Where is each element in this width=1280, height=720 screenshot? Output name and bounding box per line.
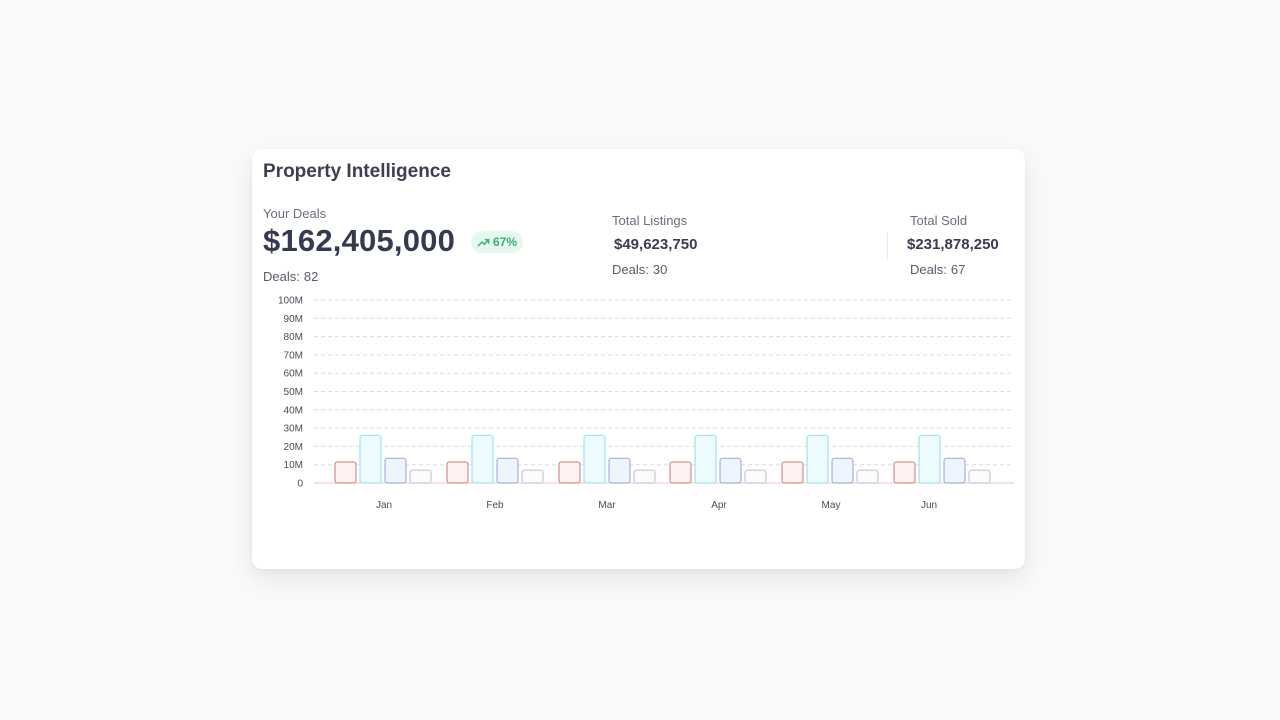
total-sold-label: Total Sold — [910, 213, 968, 228]
y-tick-label: 90M — [284, 314, 303, 325]
your-deals-value: $162,405,000 — [263, 223, 456, 258]
bar[interactable] — [471, 434, 494, 484]
bar[interactable] — [856, 469, 879, 484]
y-tick-label: 0 — [297, 479, 303, 490]
bar[interactable] — [558, 461, 581, 484]
bar[interactable] — [806, 434, 829, 484]
y-tick-label: 40M — [284, 405, 303, 416]
deals-bar-chart: 0 10M 20M 30M 40M 50M 60M 70M 80M 90M 100M Jan Feb M… — [278, 296, 1014, 511]
total-listings-label: Total Listings — [612, 213, 688, 228]
y-tick-label: 80M — [284, 332, 303, 343]
total-listings-deals-value: 30 — [652, 262, 668, 277]
total-listings-value: $49,623,750 — [614, 236, 698, 253]
your-deals-count-label: Deals: — [263, 269, 300, 284]
y-axis-ticks: 0 10M 20M 30M 40M 50M 60M 70M 80M 90M 100M — [278, 296, 303, 490]
bar[interactable] — [831, 457, 854, 484]
y-tick-label: 60M — [284, 369, 303, 380]
trending-up-icon — [477, 238, 490, 246]
bar[interactable] — [521, 469, 544, 484]
bar[interactable] — [608, 457, 631, 484]
x-axis-ticks: Jan Feb Mar Apr May Jun — [376, 500, 937, 511]
bar[interactable] — [384, 457, 407, 484]
y-tick-label: 50M — [284, 387, 303, 398]
bar[interactable] — [334, 461, 357, 484]
bar[interactable] — [968, 469, 991, 484]
y-tick-label: 10M — [284, 460, 303, 471]
y-tick-label: 70M — [284, 350, 303, 361]
chart-grid — [314, 299, 1014, 484]
total-sold-deals-label: Deals: — [910, 262, 947, 277]
bar[interactable] — [669, 461, 692, 484]
total-sold-deals-value: 67 — [950, 262, 966, 277]
change-value: 67% — [493, 235, 518, 249]
bar[interactable] — [719, 457, 742, 484]
total-sold-value: $231,878,250 — [907, 236, 999, 253]
your-deals-count: Deals: 82 — [263, 269, 318, 284]
total-listings-deals: Deals: 30 — [612, 262, 667, 277]
y-tick-label: 100M — [278, 296, 303, 307]
chart-bars — [334, 434, 991, 484]
bar[interactable] — [744, 469, 767, 484]
bar[interactable] — [694, 434, 717, 484]
bar[interactable] — [446, 461, 469, 484]
total-listings-deals-label: Deals: — [612, 262, 649, 277]
bar[interactable] — [918, 434, 941, 484]
bar[interactable] — [496, 457, 519, 484]
bar[interactable] — [633, 469, 656, 484]
x-tick-label: Apr — [711, 500, 727, 511]
bar[interactable] — [893, 461, 916, 484]
bar[interactable] — [943, 457, 966, 484]
your-deals-label: Your Deals — [263, 206, 327, 221]
bar[interactable] — [781, 461, 804, 484]
x-tick-label: Feb — [486, 500, 504, 511]
bar[interactable] — [583, 434, 606, 484]
x-tick-label: Mar — [598, 500, 616, 511]
change-badge: 67% — [471, 231, 524, 253]
your-deals-count-value: 82 — [303, 269, 319, 284]
y-tick-label: 20M — [284, 442, 303, 453]
card-title: Property Intelligence — [263, 161, 451, 182]
x-tick-label: Jun — [921, 500, 937, 511]
property-intelligence-card: Property Intelligence Your Deals $162,40… — [252, 149, 1025, 569]
bar[interactable] — [359, 434, 382, 484]
stat-divider — [887, 233, 888, 259]
total-sold-deals: Deals: 67 — [910, 262, 965, 277]
y-tick-label: 30M — [284, 424, 303, 435]
bar[interactable] — [409, 469, 432, 484]
x-tick-label: Jan — [376, 500, 392, 511]
x-tick-label: May — [822, 500, 841, 511]
